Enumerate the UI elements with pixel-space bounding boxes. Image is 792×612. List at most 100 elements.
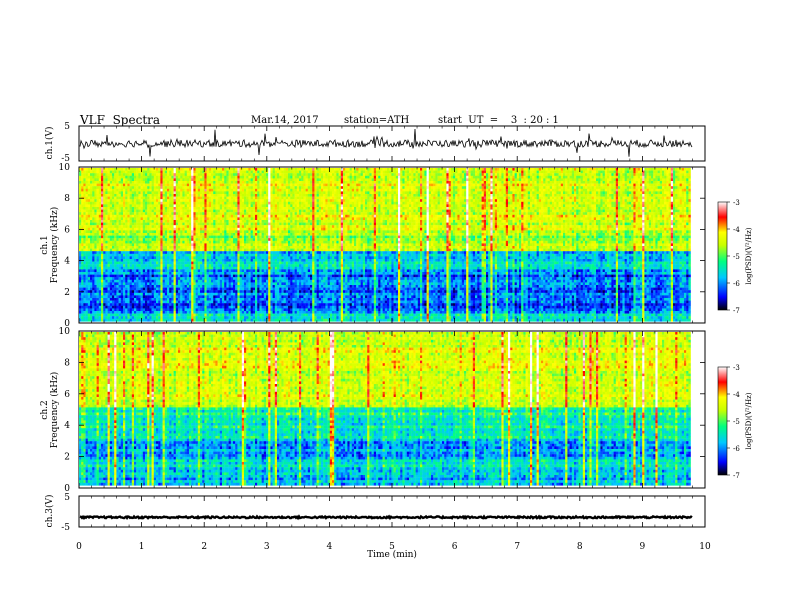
spectrogram-cell	[477, 209, 480, 213]
spectrogram-cell	[611, 178, 614, 182]
spectrogram-cell	[547, 188, 550, 192]
spectrogram-cell	[103, 209, 106, 213]
spectrogram-cell	[294, 191, 297, 195]
spectrogram-cell	[241, 188, 245, 192]
spectrogram-cell	[116, 207, 119, 210]
spectrogram-cell	[303, 207, 306, 210]
spectrogram-cell	[479, 186, 482, 189]
spectrogram-cell	[279, 173, 282, 176]
spectrogram-cell	[444, 188, 447, 192]
spectrogram-cell	[164, 170, 168, 174]
spectrogram-cell	[450, 188, 454, 192]
spectrogram-cell	[123, 194, 126, 197]
spectrogram-cell	[382, 188, 385, 192]
spectrogram-cell	[266, 183, 269, 187]
spectrogram-cell	[259, 168, 262, 171]
spectrogram-cell	[356, 178, 359, 182]
spectrogram-cell	[175, 181, 179, 184]
spectrogram-cell	[633, 191, 636, 195]
spectrogram-cell	[197, 183, 201, 187]
spectrogram-cell	[631, 196, 634, 200]
spectrogram-cell	[292, 175, 295, 179]
spectrogram-cell	[290, 212, 293, 215]
spectrogram-cell	[237, 178, 240, 182]
spectrogram-cell	[512, 173, 515, 176]
spectrogram-cell	[596, 191, 599, 195]
spectrogram-cell	[180, 175, 183, 179]
spectrogram-cell	[552, 196, 555, 200]
spectrogram-cell	[169, 186, 172, 189]
spectrogram-cell	[230, 168, 234, 171]
spectrogram-cell	[112, 178, 115, 182]
spectrogram-cell	[530, 175, 533, 179]
spectrogram-cell	[604, 178, 608, 182]
spectrogram-cell	[103, 178, 106, 182]
spectrogram-cell	[134, 204, 137, 208]
spectrogram-cell	[118, 191, 121, 195]
spectrogram-cell	[290, 168, 293, 171]
spectrogram-cell	[607, 183, 610, 187]
spectrogram-cell	[455, 196, 458, 200]
spectrogram-cell	[325, 188, 328, 192]
spectrogram-cell	[103, 168, 106, 171]
spectrogram-cell	[178, 183, 181, 187]
spectrogram-cell	[215, 170, 218, 174]
spectrogram-cell	[488, 175, 491, 179]
spectrogram-cell	[486, 191, 489, 195]
spectrogram-cell	[457, 181, 460, 184]
spectrogram-cell	[477, 191, 480, 195]
spectrogram-cell	[167, 173, 170, 176]
spectrogram-cell	[439, 212, 443, 215]
spectrogram-cell	[538, 204, 542, 208]
spectrogram-cell	[294, 178, 297, 182]
spectrogram-cell	[552, 173, 555, 176]
spectrogram-cell	[272, 188, 275, 192]
spectrogram-cell	[226, 196, 229, 200]
spectrogram-cell	[651, 207, 654, 210]
spectrogram-cell	[642, 209, 645, 213]
spectrogram-cell	[556, 175, 559, 179]
spectrogram-cell	[349, 207, 352, 210]
spectrogram-cell	[169, 209, 172, 213]
spectrogram-cell	[492, 204, 495, 208]
spectrogram-cell	[382, 183, 385, 187]
spectrogram-cell	[569, 204, 572, 208]
spectrogram-cell	[261, 191, 264, 195]
spectrogram-cell	[446, 199, 449, 202]
spectrogram-cell	[101, 196, 104, 200]
spectrogram-cell	[105, 194, 108, 197]
spectrogram-cell	[255, 173, 258, 176]
spectrogram-cell	[259, 173, 262, 176]
spectrogram-cell	[549, 170, 553, 174]
spectrogram-cell	[591, 175, 594, 179]
spectrogram-cell	[404, 191, 407, 195]
spectrogram-cell	[552, 181, 555, 184]
spectrogram-cell	[299, 186, 302, 189]
spectrogram-cell	[437, 173, 440, 176]
spectrogram-cell	[204, 204, 207, 208]
spectrogram-cell	[175, 186, 179, 189]
spectrogram-cell	[541, 209, 544, 213]
spectrogram-cell	[197, 212, 201, 215]
spectrogram-cell	[208, 207, 212, 210]
spectrogram-cell	[244, 196, 247, 200]
spectrogram-cell	[149, 181, 152, 184]
spectrogram-cell	[554, 188, 557, 192]
spectrogram-cell	[455, 191, 458, 195]
spectrogram-cell	[107, 175, 110, 179]
spectrogram-cell	[609, 168, 612, 171]
spectrogram-cell	[514, 170, 517, 174]
spectrogram-cell	[140, 196, 143, 200]
spectrogram-cell	[664, 178, 667, 182]
spectrogram-cell	[272, 181, 275, 184]
spectrogram-cell	[497, 201, 500, 205]
spectrogram-cell	[222, 201, 225, 205]
spectrogram-cell	[589, 194, 592, 197]
spectrogram-cell	[200, 175, 203, 179]
spectrogram-cell	[263, 196, 267, 200]
spectrogram-cell	[525, 191, 528, 195]
spectrogram-cell	[215, 191, 218, 195]
spectrogram-cell	[563, 183, 566, 187]
spectrogram-cell	[211, 196, 214, 200]
spectrogram-cell	[582, 212, 586, 215]
